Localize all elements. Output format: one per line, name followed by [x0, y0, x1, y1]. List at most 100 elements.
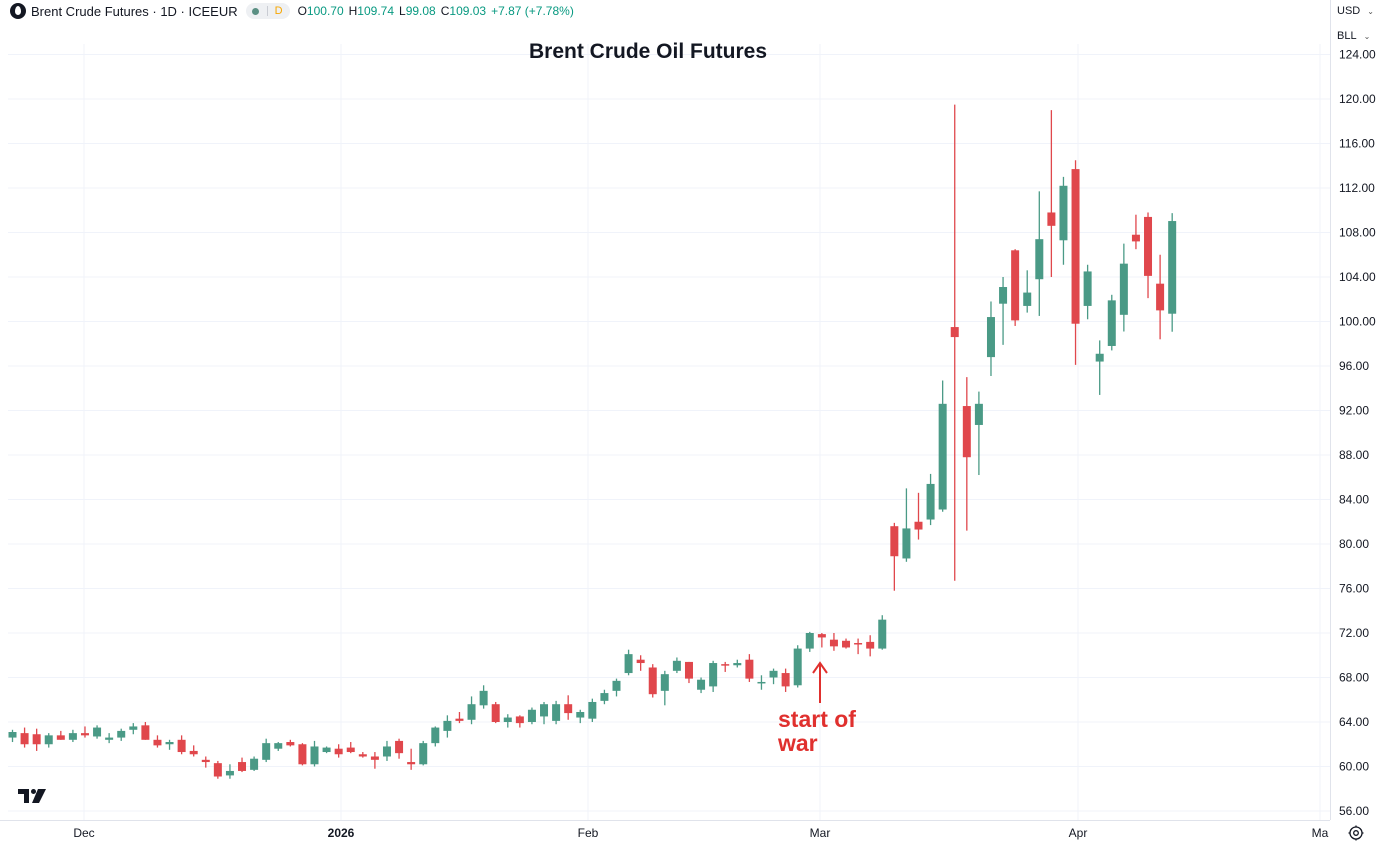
war-annotation: start of war	[778, 707, 898, 755]
candle-body	[926, 483, 935, 520]
candle-body	[213, 763, 222, 777]
x-tick-label: Mar	[810, 826, 831, 840]
candle-body	[660, 674, 669, 691]
candle-body	[1035, 239, 1044, 280]
candle-body	[672, 660, 681, 671]
candle-body	[310, 746, 319, 765]
up-arrow-icon	[812, 661, 828, 674]
candle-body	[1168, 221, 1177, 314]
candle-body	[189, 750, 198, 755]
y-tick-label: 80.00	[1339, 537, 1369, 551]
candle-body	[419, 743, 428, 765]
candle-body	[105, 737, 114, 740]
candle-body	[250, 758, 259, 770]
candle-body	[225, 770, 234, 776]
y-tick-label: 64.00	[1339, 715, 1369, 729]
y-tick-label: 84.00	[1339, 493, 1369, 507]
candle-body	[346, 747, 355, 753]
market-status-badge[interactable]: D	[245, 3, 290, 19]
candle-body	[1119, 263, 1128, 315]
candle-body	[1059, 185, 1068, 241]
close-label: C	[440, 4, 450, 18]
candle-body	[805, 633, 814, 649]
candle-body	[431, 727, 440, 744]
y-tick-label: 56.00	[1339, 804, 1369, 818]
candle-body	[1023, 292, 1032, 306]
candle-body	[757, 681, 766, 684]
candle-body	[129, 726, 138, 730]
y-tick-label: 100.00	[1339, 315, 1376, 329]
candle-body	[286, 742, 295, 746]
currency-label: USD	[1337, 5, 1361, 17]
candle-body	[1107, 300, 1116, 346]
candle-body	[1047, 212, 1056, 226]
candle-body	[612, 680, 621, 691]
candle-body	[1083, 271, 1092, 306]
candle-body	[165, 742, 174, 745]
candle-body	[854, 643, 863, 645]
y-tick-label: 92.00	[1339, 404, 1369, 418]
symbol-name[interactable]: Brent Crude Futures · 1D · ICEEUR	[31, 3, 238, 19]
candle-body	[80, 733, 89, 736]
candle-body	[262, 743, 271, 760]
ohlc-readout: O 100.70 H 109.74 L 99.08 C 109.03 +7.87…	[298, 4, 574, 18]
currency-selector[interactable]: USD ⌄	[1333, 1, 1377, 21]
candle-body	[443, 720, 452, 731]
y-tick-label: 124.00	[1339, 48, 1376, 62]
candle-body	[44, 735, 53, 745]
candle-body	[1095, 353, 1104, 362]
candle-body	[395, 740, 404, 754]
candle-body	[600, 693, 609, 701]
candle-body	[793, 648, 802, 686]
y-tick-label: 116.00	[1339, 137, 1375, 151]
candle-body	[576, 711, 585, 718]
y-tick-label: 76.00	[1339, 582, 1369, 596]
candle-body	[322, 747, 331, 753]
change-value: +7.87 (+7.78%)	[491, 4, 574, 18]
candle-body	[274, 743, 283, 749]
candle-body	[697, 679, 706, 690]
y-tick-label: 72.00	[1339, 626, 1369, 640]
candle-body	[564, 704, 573, 714]
market-open-dot-icon	[251, 7, 259, 15]
y-tick-label: 108.00	[1339, 226, 1376, 240]
y-tick-label: 96.00	[1339, 359, 1369, 373]
candle-body	[20, 733, 29, 745]
candle-body	[636, 659, 645, 664]
y-tick-label: 104.00	[1339, 270, 1376, 284]
candle-body	[68, 733, 77, 740]
candle-body	[648, 667, 657, 695]
candle-body	[829, 639, 838, 647]
high-value: 109.74	[357, 4, 394, 18]
candle-body	[93, 727, 102, 737]
unit-selector[interactable]: BLL ⌄	[1333, 26, 1377, 46]
candle-body	[684, 661, 693, 679]
candle-body	[141, 725, 150, 740]
candle-body	[999, 287, 1008, 304]
candle-body	[370, 756, 379, 760]
candle-body	[1071, 169, 1080, 324]
candle-body	[866, 641, 875, 649]
candle-body	[503, 717, 512, 722]
divider	[266, 6, 268, 16]
candle-body	[527, 709, 536, 722]
candle-body	[1156, 283, 1165, 311]
tradingview-logo-icon[interactable]	[18, 789, 50, 805]
candle-body	[769, 670, 778, 678]
unit-label: BLL	[1337, 30, 1357, 42]
close-value: 109.03	[449, 4, 487, 18]
candle-body	[56, 735, 65, 740]
candle-body	[455, 718, 464, 721]
candle-body	[878, 619, 887, 649]
delayed-data-flag: D	[274, 5, 283, 17]
low-label: L	[399, 4, 406, 18]
x-tick-label: Feb	[578, 826, 599, 840]
candle-body	[1144, 216, 1153, 276]
candle-body	[467, 704, 476, 720]
chart-title: Brent Crude Oil Futures	[528, 40, 768, 63]
settings-gear-icon[interactable]	[1347, 824, 1365, 842]
high-label: H	[348, 4, 358, 18]
candle-body	[817, 634, 826, 638]
